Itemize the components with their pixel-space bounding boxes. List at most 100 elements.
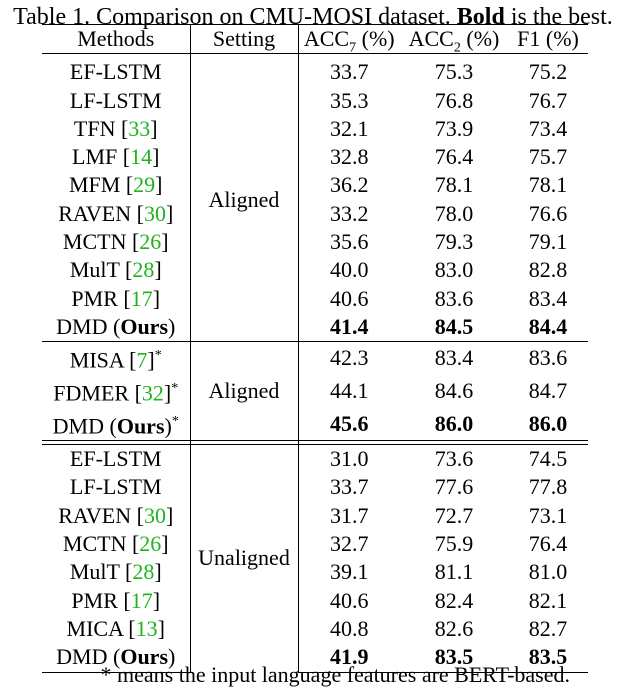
citation-link[interactable]: 29 [133, 172, 156, 198]
citation-link[interactable]: 17 [130, 587, 153, 613]
value-cell-f1: 84.7 [528, 378, 568, 404]
table-row: MCTN [26] 35.6 79.3 79.1 [42, 228, 588, 257]
citation-link[interactable]: 30 [143, 200, 166, 226]
value-cell-acc2: 73.9 [434, 115, 474, 141]
value-cell-f1: 74.5 [528, 446, 568, 472]
table-row: DMD (Ours) 41.4 84.5 84.4 [42, 312, 588, 343]
value-cell-acc7: 41.4 [298, 312, 400, 343]
value-cell-acc7: 39.1 [330, 559, 369, 585]
citation-link[interactable]: 14 [130, 144, 153, 170]
method-cell: MFM [29] [42, 171, 191, 200]
method-cell: RAVEN [30] [42, 199, 191, 229]
value-cell-acc2: 79.3 [434, 229, 474, 255]
value-cell-acc7: 40.6 [330, 285, 369, 311]
setting-cell: Aligned [190, 341, 299, 441]
value-cell-acc2: 82.4 [434, 587, 474, 613]
value-cell-acc7: 35.3 [330, 87, 369, 113]
citation-link[interactable]: 32 [141, 380, 164, 406]
method-cell: DMD (Ours)* [42, 407, 191, 441]
citation-link[interactable]: 13 [135, 615, 158, 641]
method-cell: LF-LSTM [42, 473, 191, 502]
value-cell-acc2: 83.6 [434, 285, 474, 311]
value-cell-acc7: 45.6 [330, 410, 369, 436]
value-cell-f1: 83.6 [528, 345, 568, 371]
value-cell-f1: 78.1 [528, 172, 568, 198]
method-cell: MCTN [26] [42, 228, 191, 257]
method-cell: MICA [13] [42, 614, 191, 644]
value-cell-f1: 76.7 [528, 87, 568, 113]
method-cell: PMR [17] [42, 586, 191, 615]
method-cell: EF-LSTM [42, 444, 191, 474]
value-cell-acc2: 81.1 [434, 559, 474, 585]
citation-link[interactable]: 26 [139, 229, 162, 255]
value-cell-acc2: 83.4 [434, 345, 474, 371]
value-cell-f1: 83.5 [508, 643, 588, 673]
value-cell-f1: 82.7 [528, 615, 568, 641]
value-cell-f1: 83.4 [528, 285, 568, 311]
value-cell-f1: 86.0 [528, 410, 568, 436]
header-acc2: ACC2 (%) [400, 23, 508, 55]
value-cell-f1: 82.8 [528, 257, 568, 283]
table-footnote: * means the input language features are … [100, 662, 571, 687]
value-cell-acc7: 32.1 [330, 115, 369, 141]
method-cell: EF-LSTM [42, 58, 191, 87]
value-cell-acc2: 76.8 [434, 87, 474, 113]
method-cell: MISA [7]* [42, 341, 191, 375]
table-row: TFN [33] 32.1 73.9 73.4 [42, 114, 588, 144]
table-row: DMD (Ours)* 45.6 86.0 86.0 [42, 407, 588, 441]
value-cell-f1: 77.8 [528, 474, 568, 500]
value-cell-acc7: 41.9 [298, 643, 400, 673]
value-cell-acc7: 42.3 [330, 345, 369, 371]
value-cell-f1: 79.1 [528, 229, 568, 255]
setting-cell: Unaligned [190, 444, 299, 673]
table-body: EF-LSTM Aligned 33.7 75.3 75.2 LF-LSTM 35.3 76.… [42, 53, 588, 673]
value-cell-acc7: 36.2 [330, 172, 369, 198]
value-cell-acc7: 31.7 [330, 502, 369, 528]
value-cell-acc2: 78.0 [434, 200, 474, 226]
header-methods: Methods [42, 23, 191, 55]
method-cell: LMF [14] [42, 143, 191, 172]
value-cell-acc7: 32.8 [330, 144, 369, 170]
value-cell-f1: 76.4 [528, 531, 568, 557]
value-cell-acc2: 78.1 [434, 172, 474, 198]
method-cell: RAVEN [30] [42, 501, 191, 531]
citation-link[interactable]: 7 [136, 347, 148, 373]
value-cell-f1: 82.1 [528, 587, 568, 613]
table-row: DMD (Ours) 41.9 83.5 83.5 [42, 643, 588, 673]
value-cell-f1: 73.4 [528, 115, 568, 141]
value-cell-acc7: 31.0 [330, 446, 369, 472]
method-cell: PMR [17] [42, 284, 191, 313]
citation-link[interactable]: 28 [132, 559, 155, 585]
value-cell-acc7: 33.7 [330, 59, 369, 85]
citation-link[interactable]: 33 [128, 115, 151, 141]
setting-cell: Aligned [190, 58, 299, 343]
value-cell-acc7: 35.6 [330, 229, 369, 255]
value-cell-f1: 75.7 [528, 144, 568, 170]
method-cell: TFN [33] [42, 114, 191, 144]
value-cell-acc7: 44.1 [330, 378, 369, 404]
value-cell-acc7: 40.6 [330, 587, 369, 613]
value-cell-f1: 76.6 [528, 200, 568, 226]
table-row: PMR [17] 40.6 83.6 83.4 [42, 284, 588, 313]
table-row: LMF [14] 32.8 76.4 75.7 [42, 143, 588, 172]
citation-link[interactable]: 28 [132, 257, 155, 283]
method-cell: LF-LSTM [42, 86, 191, 115]
value-cell-acc2: 75.3 [434, 59, 474, 85]
method-cell: DMD (Ours) [42, 643, 191, 673]
table-row: FDMER [32]* 44.1 84.6 84.7 [42, 374, 588, 408]
table-row: RAVEN [30] 33.2 78.0 76.6 [42, 199, 588, 229]
header-row: Methods Setting ACC7 (%) ACC2 (%) F1 (%) [42, 23, 588, 55]
table-row: PMR [17] 40.6 82.4 82.1 [42, 586, 588, 615]
table-row: RAVEN [30] 31.7 72.7 73.1 [42, 501, 588, 531]
value-cell-acc2: 82.6 [434, 615, 474, 641]
value-cell-acc2: 83.5 [400, 643, 508, 673]
method-cell: FDMER [32]* [42, 374, 191, 408]
citation-link[interactable]: 26 [139, 531, 162, 557]
table-row: MISA [7]* Aligned 42.3 83.4 83.6 [42, 341, 588, 441]
table-row: LF-LSTM 33.7 77.6 77.8 [42, 473, 588, 502]
header-f1: F1 (%) [508, 23, 588, 55]
value-cell-f1: 84.4 [508, 312, 588, 343]
citation-link[interactable]: 30 [143, 502, 166, 528]
value-cell-acc2: 76.4 [434, 144, 474, 170]
citation-link[interactable]: 17 [130, 285, 153, 311]
